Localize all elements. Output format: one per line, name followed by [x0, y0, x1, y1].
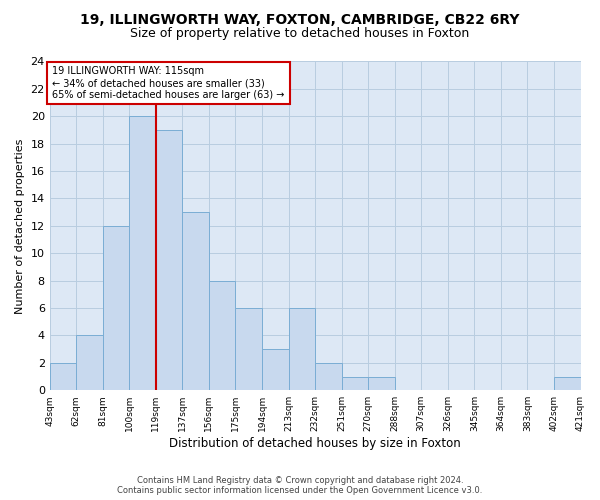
Bar: [315, 363, 341, 390]
Bar: [182, 212, 209, 390]
Bar: [235, 308, 262, 390]
Bar: [262, 349, 289, 390]
Bar: [156, 130, 182, 390]
Text: Contains HM Land Registry data © Crown copyright and database right 2024.
Contai: Contains HM Land Registry data © Crown c…: [118, 476, 482, 495]
Y-axis label: Number of detached properties: Number of detached properties: [15, 138, 25, 314]
Bar: [209, 280, 235, 390]
Text: Size of property relative to detached houses in Foxton: Size of property relative to detached ho…: [130, 28, 470, 40]
Bar: [129, 116, 156, 390]
Bar: [341, 376, 368, 390]
Text: 19 ILLINGWORTH WAY: 115sqm
← 34% of detached houses are smaller (33)
65% of semi: 19 ILLINGWORTH WAY: 115sqm ← 34% of deta…: [52, 66, 284, 100]
Bar: [76, 336, 103, 390]
Bar: [289, 308, 315, 390]
X-axis label: Distribution of detached houses by size in Foxton: Distribution of detached houses by size …: [169, 437, 461, 450]
Bar: [368, 376, 395, 390]
Bar: [103, 226, 129, 390]
Text: 19, ILLINGWORTH WAY, FOXTON, CAMBRIDGE, CB22 6RY: 19, ILLINGWORTH WAY, FOXTON, CAMBRIDGE, …: [80, 12, 520, 26]
Bar: [554, 376, 581, 390]
Bar: [50, 363, 76, 390]
